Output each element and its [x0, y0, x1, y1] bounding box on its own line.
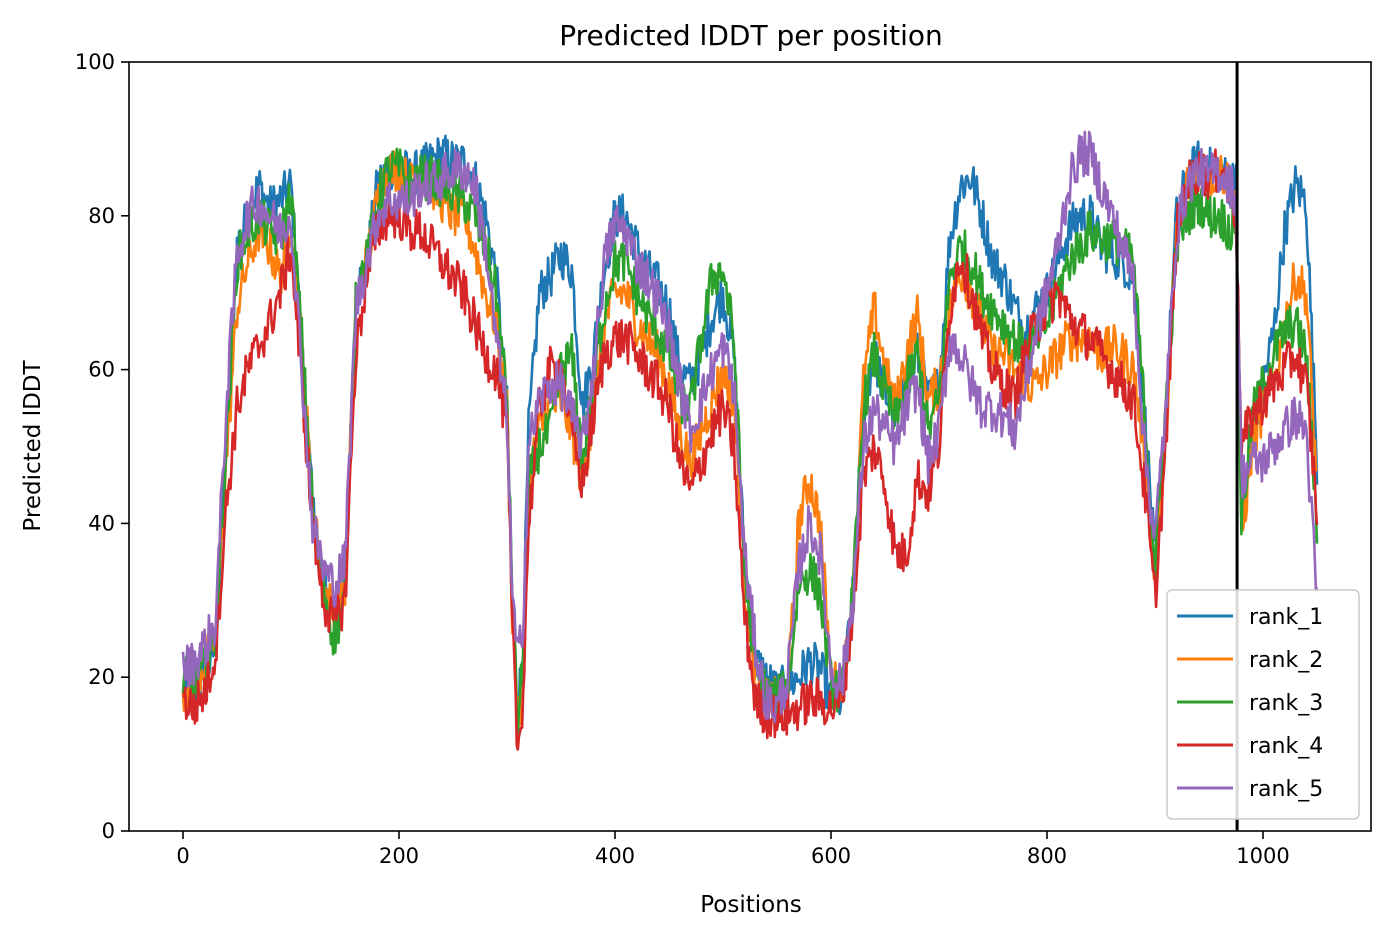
plot-frame [128, 61, 1372, 832]
chart-title: Predicted lDDT per position [559, 19, 943, 52]
legend-label-rank_1: rank_1 [1249, 605, 1323, 630]
x-axis: 0 200 400 600 800 1000 [176, 831, 1290, 868]
x-tick-label: 1000 [1236, 844, 1289, 868]
legend-label-rank_5: rank_5 [1249, 777, 1323, 802]
legend-label-rank_4: rank_4 [1249, 734, 1323, 759]
y-tick-label: 60 [88, 358, 115, 382]
y-tick-label: 20 [88, 665, 115, 689]
series-layer [181, 130, 1319, 751]
legend: rank_1 rank_2 rank_3 rank_4 rank_5 [1166, 589, 1360, 820]
x-tick-label: 800 [1027, 844, 1067, 868]
legend-label-rank_3: rank_3 [1249, 691, 1323, 716]
x-tick-label: 0 [176, 844, 189, 868]
y-axis-label: Predicted lDDT [20, 359, 46, 531]
legend-label-rank_2: rank_2 [1249, 648, 1323, 673]
series-line-rank_4 [181, 148, 1319, 751]
legend-box [1166, 589, 1360, 820]
y-tick-label: 80 [88, 204, 115, 228]
x-tick-label: 600 [811, 844, 851, 868]
y-tick-label: 40 [88, 511, 115, 535]
series-line-rank_5 [181, 130, 1319, 724]
y-tick-label: 0 [102, 819, 115, 843]
y-tick-label: 100 [75, 50, 115, 74]
y-axis: 0 20 40 60 80 100 [75, 50, 129, 843]
x-axis-label: Positions [700, 892, 802, 918]
x-tick-label: 200 [379, 844, 419, 868]
x-tick-label: 400 [595, 844, 635, 868]
